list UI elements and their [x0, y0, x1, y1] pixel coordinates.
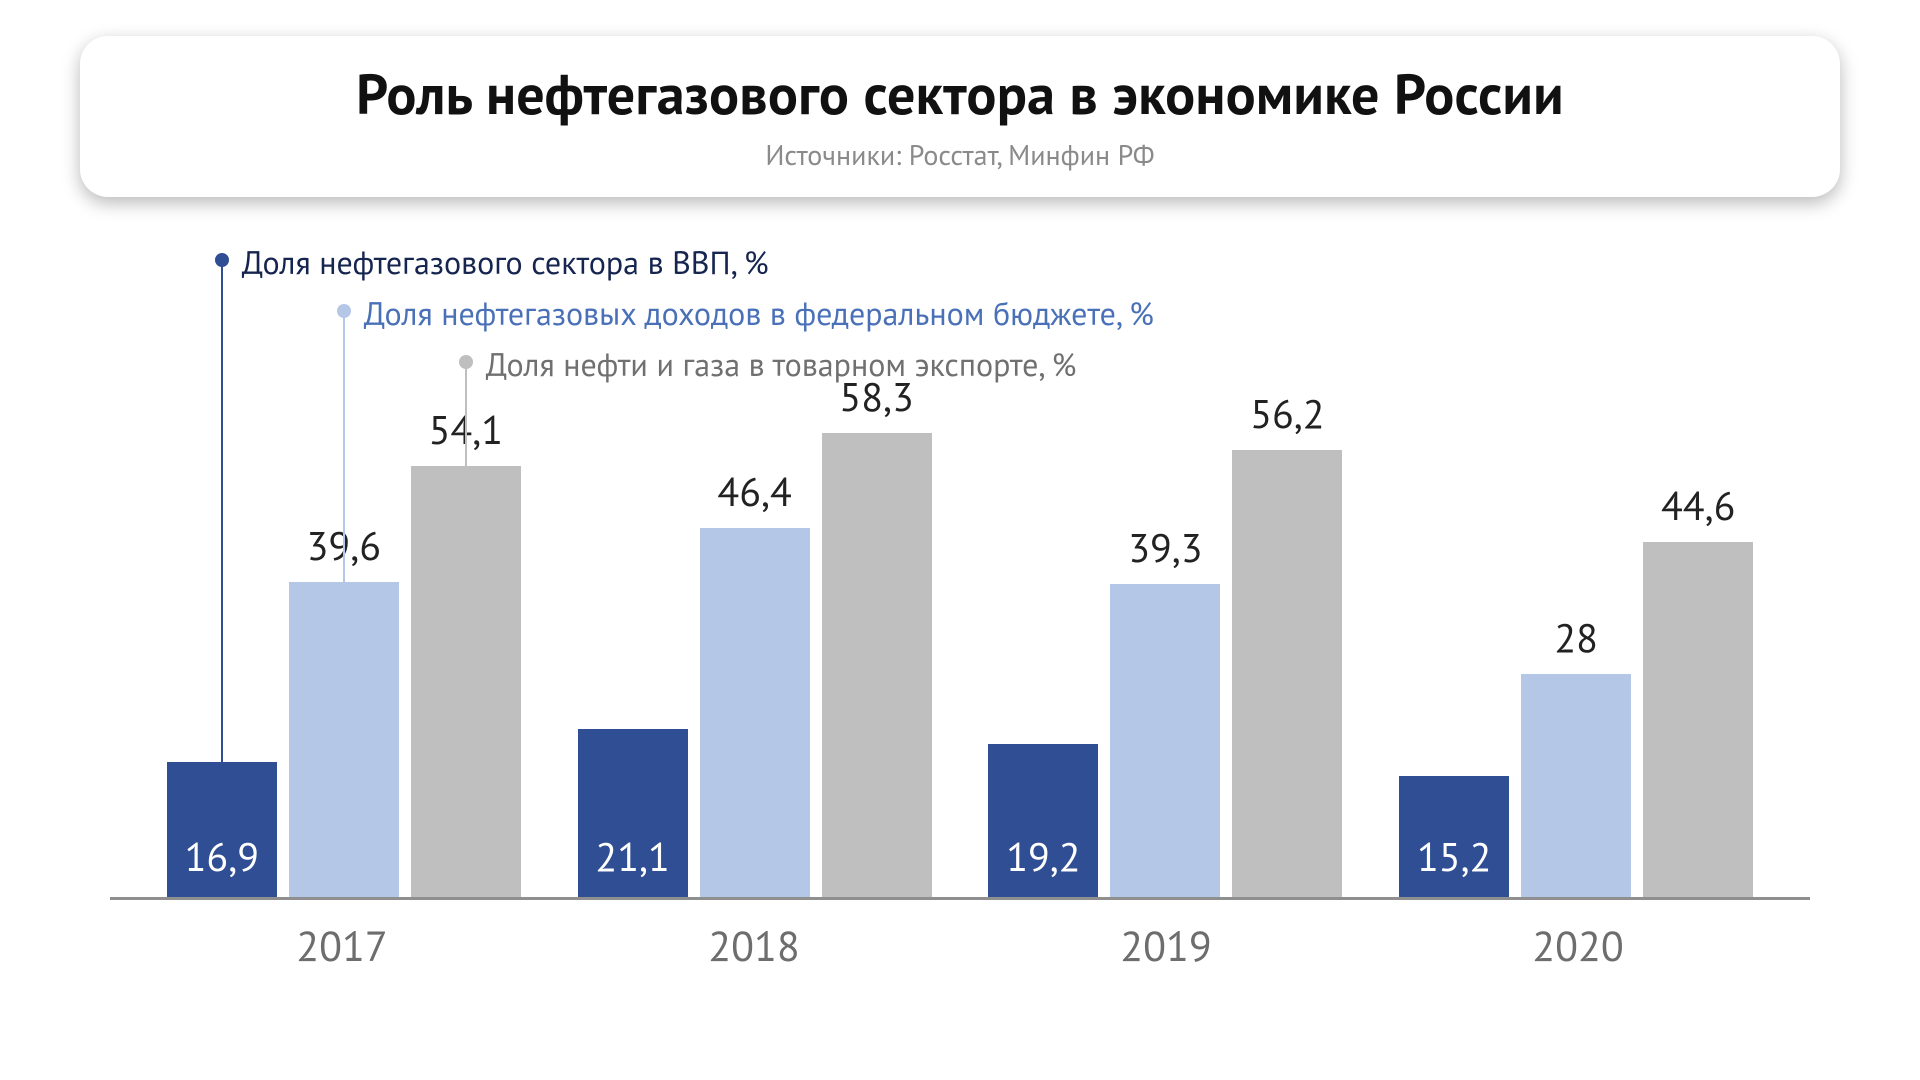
bar-budget_share [1521, 674, 1631, 897]
bar-wrap: 44,6 [1643, 260, 1753, 897]
plot-region: 16,939,654,121,146,458,319,239,356,215,2… [110, 260, 1810, 900]
bar-wrap: 28 [1521, 260, 1631, 897]
x-axis-label: 2020 [1398, 918, 1758, 973]
legend-marker-dot [337, 304, 351, 318]
legend-item: Доля нефти и газа в товарном экспорте, % [486, 343, 1077, 385]
bar-value-label: 39,3 [1128, 522, 1202, 574]
legend-callout-line [343, 311, 345, 582]
legend-callout-line [221, 260, 223, 762]
bar-export_share [1232, 450, 1342, 897]
legend-marker-dot [215, 253, 229, 267]
bar-value-label: 46,4 [717, 466, 791, 518]
legend-item: Доля нефтегазового сектора в ВВП, % [242, 241, 769, 283]
x-axis-label: 2019 [986, 918, 1346, 973]
x-axis-label: 2017 [162, 918, 522, 973]
legend-marker-dot [459, 355, 473, 369]
chart-subtitle: Источники: Росстат, Минфин РФ [120, 136, 1800, 173]
bar-wrap: 16,9 [167, 260, 277, 897]
bar-value-label: 15,2 [1417, 831, 1491, 883]
bar-export_share [822, 433, 932, 897]
bar-group: 15,2 28 44,6 [1399, 260, 1753, 897]
bar-export_share [1643, 542, 1753, 897]
bar-value-label: 56,2 [1250, 388, 1324, 440]
x-axis-label: 2018 [574, 918, 934, 973]
title-card: Роль нефтегазового сектора в экономике Р… [80, 36, 1840, 197]
legend-item: Доля нефтегазовых доходов в федеральном … [364, 292, 1154, 334]
bar-export_share [411, 466, 521, 897]
bar-wrap: 15,2 [1399, 260, 1509, 897]
bar-wrap: 39,6 [289, 260, 399, 897]
bar-value-label: 44,6 [1661, 480, 1735, 532]
bar-group: 16,939,654,1 [167, 260, 521, 897]
bar-budget_share [289, 582, 399, 897]
chart-area: 16,939,654,121,146,458,319,239,356,215,2… [110, 260, 1810, 990]
bar-wrap: 39,3 [1110, 260, 1220, 897]
bar-value-label: 28 [1554, 612, 1598, 664]
x-axis-labels: 2017 2018 2019 2020 [110, 900, 1810, 990]
bar-wrap: 56,2 [1232, 260, 1342, 897]
bar-budget_share [1110, 584, 1220, 897]
legend-callout-line [465, 362, 467, 466]
bar-value-label: 19,2 [1006, 831, 1080, 883]
bar-budget_share [700, 528, 810, 897]
bar-value-label: 21,1 [595, 831, 669, 883]
chart-title: Роль нефтегазового сектора в экономике Р… [120, 58, 1800, 130]
bar-value-label: 16,9 [185, 831, 259, 883]
